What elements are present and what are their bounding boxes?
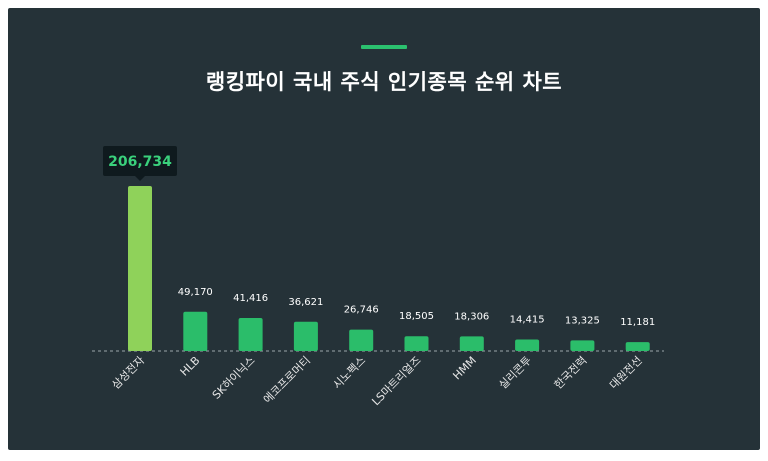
x-tick-label: HMM — [450, 354, 478, 382]
bar — [570, 340, 595, 351]
bar — [515, 339, 540, 351]
data-label: 206,734 — [108, 154, 172, 170]
bar — [404, 336, 429, 351]
chart-title: 랭킹파이 국내 주식 인기종목 순위 차트 — [205, 70, 563, 94]
bar — [625, 342, 650, 351]
data-label: 41,416 — [233, 293, 268, 304]
x-tick-label: 에코프로머티 — [261, 354, 313, 406]
bar — [459, 336, 484, 351]
x-tick-label: SK하이닉스 — [209, 353, 258, 402]
bar-chart: 206,734 삼성전자 49,170 HLB 41,416 SK하이닉스 36,621 에코… — [92, 146, 664, 408]
data-label: 18,306 — [454, 311, 489, 322]
data-label: 26,746 — [344, 305, 379, 316]
x-tick-label: 대원전선 — [607, 354, 645, 392]
bar — [293, 321, 318, 351]
data-label: 18,505 — [399, 311, 434, 322]
x-tick-label: 시노펙스 — [331, 354, 369, 392]
data-label: 13,325 — [565, 315, 600, 326]
tooltip-pointer — [135, 176, 145, 181]
data-label: 11,181 — [620, 317, 655, 328]
title-accent-line — [361, 45, 407, 49]
x-tick-label: 한국전력 — [552, 354, 590, 392]
chart-card: 랭킹파이 국내 주식 인기종목 순위 차트 206,734 삼성전자 49,170 H… — [8, 8, 760, 450]
x-tick-label: HLB — [178, 354, 203, 379]
x-tick-label: 삼성전자 — [109, 354, 147, 392]
data-label: 14,415 — [510, 314, 545, 325]
bar — [128, 186, 152, 351]
x-tick-label: LS마트리얼즈 — [369, 353, 424, 408]
bar — [183, 311, 208, 351]
x-tick-label: 실리콘투 — [496, 354, 534, 392]
data-label: 49,170 — [178, 287, 213, 298]
data-label: 36,621 — [288, 297, 323, 308]
bar — [349, 329, 374, 351]
value-tooltip — [103, 146, 177, 176]
bar — [238, 317, 263, 351]
